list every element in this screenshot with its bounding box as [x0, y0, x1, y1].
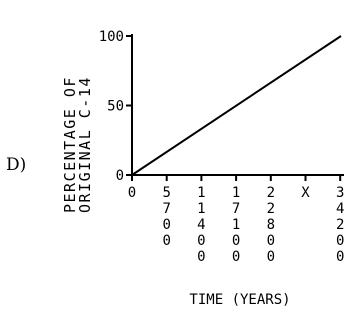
y-axis-title-line-1: PERCENTAGE OF	[61, 76, 79, 213]
series	[131, 35, 342, 176]
y-tick-label-0: 0	[116, 168, 124, 184]
x-tick-label-0: 0	[128, 185, 136, 201]
option-label: D)	[6, 155, 27, 175]
x-tick-label-5: X	[301, 185, 310, 201]
y-axis-title-line-2: ORIGINAL C-14	[76, 76, 94, 213]
series-line-0	[131, 35, 342, 176]
y-tick-label-2: 100	[99, 29, 124, 45]
x-axis-title: TIME (YEARS)	[189, 292, 290, 308]
x-tick-labels: 0 5 7 0 0 1 1 4 0 0 1 7 1 0 0 2 2 8 0 0 X 3 4 2 0 0	[128, 185, 344, 265]
x-ticks	[131, 175, 342, 181]
y-axis-title: PERCENTAGE OF ORIGINAL C-14	[61, 76, 94, 213]
y-tick-label-1: 50	[107, 99, 124, 115]
y-tick-labels: 0 50 100	[99, 29, 124, 184]
